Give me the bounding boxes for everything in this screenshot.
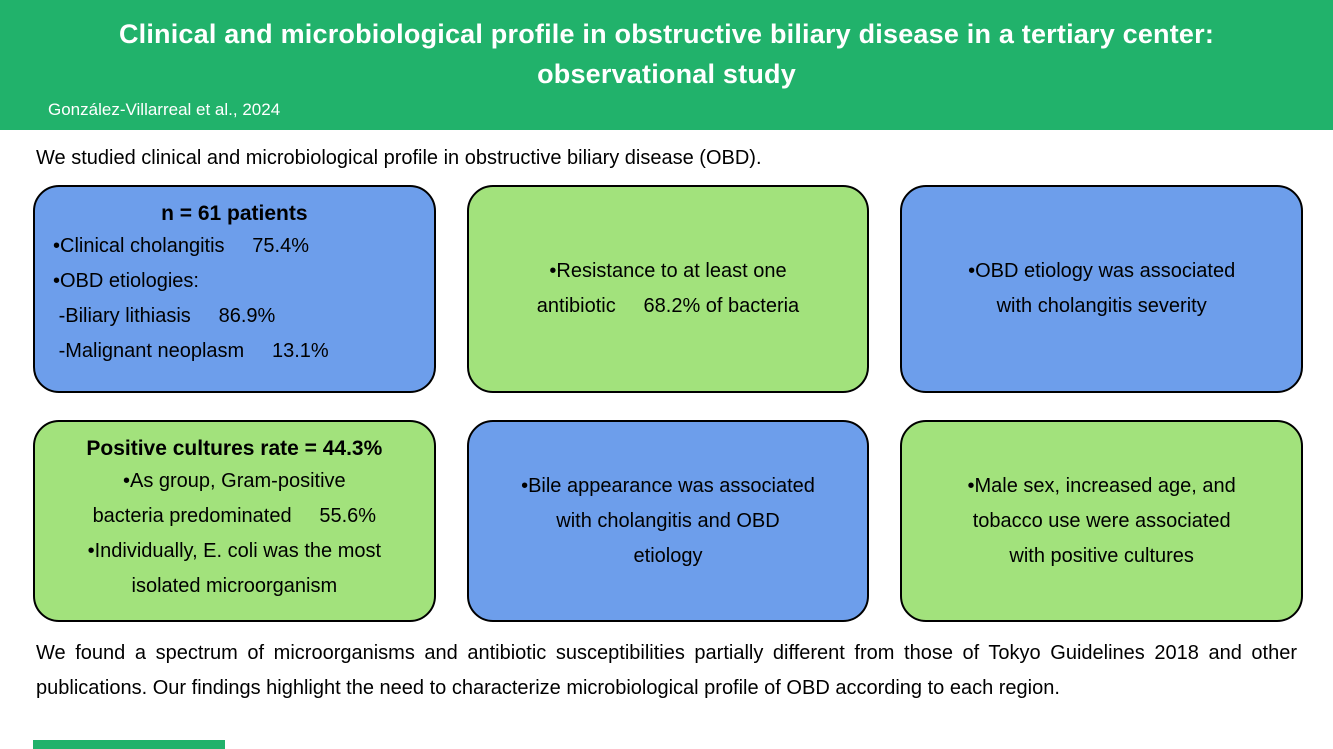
box-patients-title: n = 61 patients bbox=[161, 202, 308, 225]
box-etiology-severity-body: •OBD etiology was associated with cholan… bbox=[968, 260, 1236, 317]
box-demographics-cultures-body: •Male sex, increased age, and tobacco us… bbox=[967, 474, 1236, 567]
paper-title: Clinical and microbiological profile in … bbox=[118, 19, 1215, 89]
footer-accent-bar bbox=[33, 740, 225, 749]
findings-grid: n = 61 patients •Clinical cholangitis 75… bbox=[33, 185, 1303, 622]
box-bile-appearance-body: •Bile appearance was associated with cho… bbox=[521, 474, 815, 567]
box-etiology-severity: •OBD etiology was associated with cholan… bbox=[900, 185, 1303, 393]
box-positive-cultures-body: •As group, Gram-positive bacteria predom… bbox=[87, 470, 382, 597]
header-banner: Clinical and microbiological profile in … bbox=[0, 0, 1333, 130]
authors-citation: González-Villarreal et al., 2024 bbox=[48, 100, 281, 119]
intro-text: We studied clinical and microbiological … bbox=[36, 147, 762, 169]
box-patients-body: •Clinical cholangitis 75.4% •OBD etiolog… bbox=[53, 235, 329, 362]
box-positive-cultures-title: Positive cultures rate = 44.3% bbox=[86, 437, 383, 460]
box-antibiotic-resistance-body: •Resistance to at least one antibiotic 6… bbox=[536, 260, 800, 317]
box-demographics-cultures: •Male sex, increased age, and tobacco us… bbox=[900, 420, 1303, 622]
box-antibiotic-resistance: •Resistance to at least one antibiotic 6… bbox=[466, 185, 870, 393]
conclusion-text: We found a spectrum of microorganisms an… bbox=[36, 642, 1297, 699]
box-positive-cultures: Positive cultures rate = 44.3% •As group… bbox=[33, 420, 436, 622]
box-patients: n = 61 patients •Clinical cholangitis 75… bbox=[33, 185, 436, 393]
box-bile-appearance: •Bile appearance was associated with cho… bbox=[466, 420, 870, 622]
